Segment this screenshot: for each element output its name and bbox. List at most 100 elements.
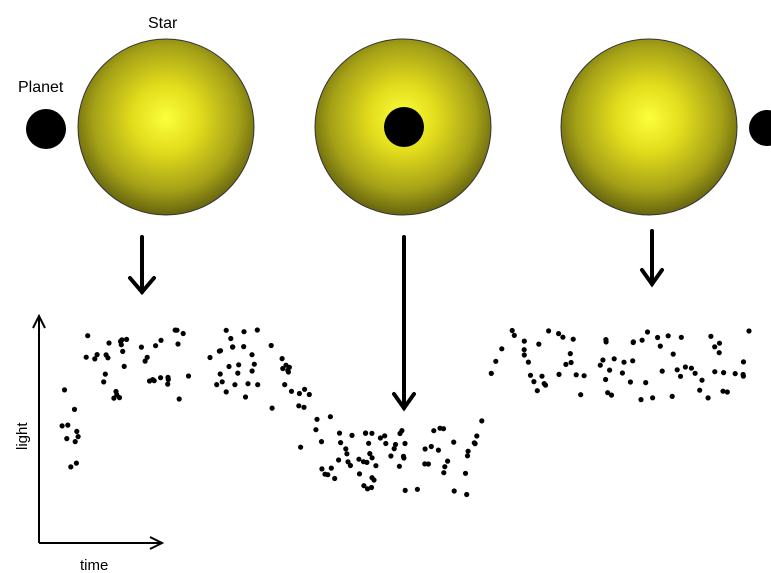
light-curve-dot <box>94 352 100 358</box>
light-curve-dot <box>344 451 350 457</box>
light-curve-dot <box>223 327 229 333</box>
light-curve-dots <box>59 327 752 498</box>
light-curve-dot <box>511 332 517 338</box>
light-curve-dot <box>479 418 485 424</box>
star-right <box>560 38 738 216</box>
light-curve-dot <box>435 447 441 453</box>
light-curve-dot <box>541 381 547 387</box>
light-curve-dot <box>451 488 457 494</box>
light-curve-dot <box>318 439 325 445</box>
light-curve-dot <box>556 331 562 337</box>
light-curve-dot <box>611 356 617 362</box>
y-axis <box>32 313 46 543</box>
light-curve-dot <box>59 423 65 429</box>
light-curve-dot <box>119 337 125 343</box>
light-curve-dot <box>521 352 527 358</box>
light-curve-dot <box>402 440 408 447</box>
light-curve-dot <box>120 348 126 354</box>
light-curve-dot <box>531 379 537 385</box>
light-curve-dot <box>619 370 626 376</box>
light-curve-dot <box>75 434 81 440</box>
light-curve-dot <box>392 441 399 448</box>
light-curve-dot <box>242 394 249 400</box>
light-curve-dot <box>142 358 148 364</box>
light-curve-dot <box>397 430 403 437</box>
light-curve-dot <box>241 329 247 335</box>
light-curve-dot <box>674 367 680 373</box>
light-curve-dot <box>106 340 112 346</box>
light-curve-dot <box>347 462 353 469</box>
light-curve-dot <box>369 455 375 461</box>
light-curve-dot <box>65 422 71 428</box>
light-curve-dot <box>525 359 532 365</box>
light-curve-dot <box>226 363 232 370</box>
light-curve-dot <box>338 440 344 446</box>
light-curve-dot <box>740 373 747 379</box>
light-curve-dot <box>464 491 470 498</box>
light-curve-dot <box>314 416 320 422</box>
light-curve-dot <box>665 333 671 339</box>
light-curve-dot <box>368 484 375 491</box>
arrow-center <box>392 235 416 412</box>
light-curve-dot <box>539 373 545 379</box>
light-curve-dot <box>313 427 319 433</box>
light-curve-dot <box>74 428 80 434</box>
light-curve-dot <box>692 370 698 376</box>
light-curve-dot <box>608 392 615 398</box>
light-curve-dot <box>560 334 566 340</box>
light-curve-dot <box>445 458 451 464</box>
light-curve-dot <box>627 379 634 385</box>
light-curve-dot <box>581 373 587 379</box>
light-curve-dot <box>301 404 307 410</box>
light-curve-dot <box>223 389 229 395</box>
light-curve-dot <box>71 406 78 412</box>
planet-right <box>749 110 771 146</box>
light-curve-dot <box>280 365 286 372</box>
light-curve-dot <box>678 334 684 340</box>
light-curve-dot <box>499 346 505 352</box>
light-curve-dot <box>235 370 241 376</box>
light-curve-dot <box>712 344 718 350</box>
light-curve-dot <box>383 440 389 447</box>
light-curve-dot <box>83 354 89 360</box>
light-curve-dot <box>268 342 274 349</box>
light-curve-dot <box>369 430 375 436</box>
light-curve-dot <box>567 351 573 357</box>
light-curve-dot <box>603 376 609 383</box>
light-curve-dot <box>428 443 434 450</box>
light-curve-dot <box>607 367 613 373</box>
light-curve-dot <box>254 327 260 333</box>
light-curve-dot <box>214 382 220 388</box>
light-curve-dot <box>670 351 676 357</box>
light-curve-dot <box>282 382 288 388</box>
light-curve-dot <box>124 336 130 342</box>
light-curve-dot <box>431 428 437 434</box>
light-curve-dot <box>462 470 469 476</box>
light-curve-dot <box>650 395 656 401</box>
light-curve-dot <box>377 435 383 441</box>
light-curve-dot <box>740 359 747 365</box>
light-curve-dot <box>621 359 627 365</box>
light-curve-dot <box>699 377 705 383</box>
light-curve-dot <box>175 341 181 347</box>
light-curve-dot <box>158 375 164 381</box>
light-curve-dot <box>150 377 156 383</box>
light-curve-dot <box>68 464 74 470</box>
x-axis <box>39 536 165 550</box>
light-curve-dot <box>603 339 609 345</box>
light-curve-dot <box>279 356 285 362</box>
light-curve-dot <box>269 405 275 411</box>
y-axis-label: light <box>14 422 31 450</box>
light-curve-dot <box>556 371 562 377</box>
light-curve-dot <box>527 372 534 378</box>
light-curve-dot <box>396 463 402 469</box>
light-curve-dot <box>367 451 373 457</box>
light-curve-dot <box>388 453 394 459</box>
light-curve-dot <box>180 330 186 337</box>
light-curve-dot <box>442 464 448 470</box>
light-curve-dot <box>534 388 540 394</box>
light-curve-dot <box>345 459 351 465</box>
light-curve-dot <box>111 395 117 401</box>
light-curve-dot <box>605 390 611 396</box>
